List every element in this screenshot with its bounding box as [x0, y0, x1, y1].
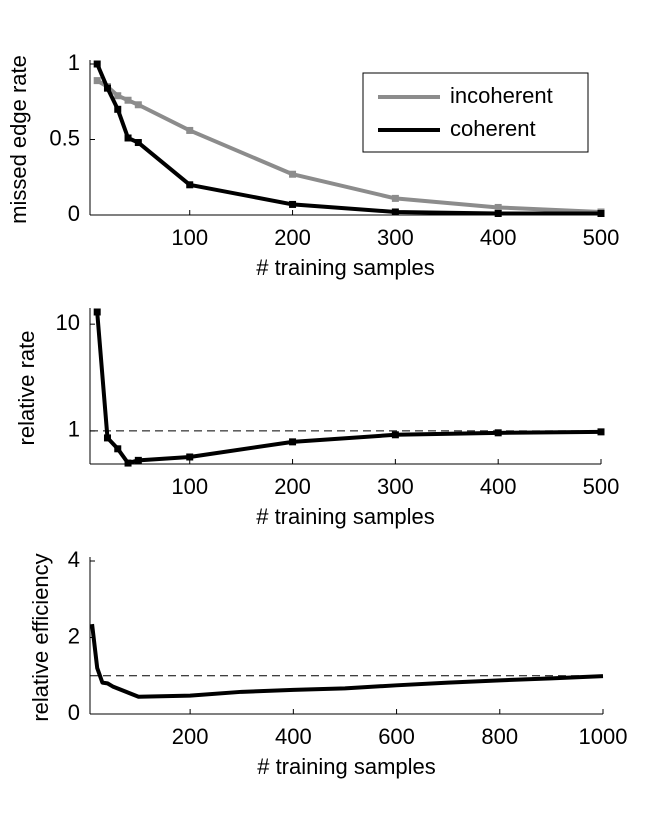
- x-tick-label: 100: [171, 474, 208, 499]
- data-point: [289, 438, 297, 446]
- data-point: [124, 459, 132, 467]
- y-axis-label: missed edge rate: [6, 55, 31, 224]
- x-tick-label: 200: [172, 724, 209, 749]
- data-point: [134, 456, 142, 464]
- data-point: [134, 101, 142, 109]
- y-tick-label: 1: [68, 417, 80, 442]
- data-line: [90, 623, 604, 699]
- data-point: [114, 105, 122, 113]
- data-point: [597, 209, 605, 217]
- x-tick-label: 500: [583, 225, 620, 250]
- data-point: [391, 194, 399, 202]
- x-tick-label: 400: [275, 724, 312, 749]
- x-tick-label: 1000: [579, 724, 628, 749]
- data-point: [494, 209, 502, 217]
- x-axis-label: # training samples: [256, 255, 435, 280]
- data-line: [95, 311, 602, 466]
- data-point: [134, 139, 142, 147]
- y-axis-label: relative rate: [14, 331, 39, 446]
- y-tick-label: 2: [68, 623, 80, 648]
- x-axis-label: # training samples: [257, 754, 436, 779]
- y-tick-label: 10: [56, 310, 80, 335]
- y-tick-label: 0: [68, 700, 80, 725]
- data-point: [494, 203, 502, 211]
- x-tick-label: 200: [274, 474, 311, 499]
- legend-box: [362, 72, 589, 153]
- y-tick-label: 0.5: [49, 125, 80, 150]
- data-point: [289, 170, 297, 178]
- y-tick-label: 0: [68, 201, 80, 226]
- x-tick-label: 500: [583, 474, 620, 499]
- data-line: [95, 63, 601, 216]
- legend-label: coherent: [450, 116, 536, 141]
- y-tick-label: 1: [68, 50, 80, 75]
- x-tick-label: 800: [481, 724, 518, 749]
- data-line: [96, 78, 602, 214]
- data-point: [289, 200, 297, 208]
- y-tick-label: 4: [68, 547, 80, 572]
- data-point: [93, 60, 101, 68]
- data-point: [391, 208, 399, 216]
- data-point: [124, 96, 132, 104]
- y-axis-label: relative efficiency: [28, 553, 53, 721]
- x-tick-label: 300: [377, 474, 414, 499]
- data-point: [124, 134, 132, 142]
- data-point: [597, 428, 605, 436]
- data-point: [114, 445, 122, 453]
- x-tick-label: 300: [377, 225, 414, 250]
- x-axis-label: # training samples: [256, 504, 435, 529]
- x-tick-label: 200: [274, 225, 311, 250]
- data-point: [186, 181, 194, 189]
- data-point: [93, 77, 101, 85]
- x-tick-label: 400: [480, 474, 517, 499]
- data-point: [494, 429, 502, 437]
- data-point: [93, 308, 101, 316]
- x-tick-label: 400: [480, 225, 517, 250]
- x-tick-label: 600: [378, 724, 415, 749]
- data-point: [186, 453, 194, 461]
- data-point: [103, 434, 111, 442]
- data-point: [186, 126, 194, 134]
- data-point: [114, 92, 122, 100]
- legend-label: incoherent: [450, 83, 553, 108]
- x-tick-label: 100: [171, 225, 208, 250]
- data-point: [391, 431, 399, 439]
- data-point: [103, 84, 111, 92]
